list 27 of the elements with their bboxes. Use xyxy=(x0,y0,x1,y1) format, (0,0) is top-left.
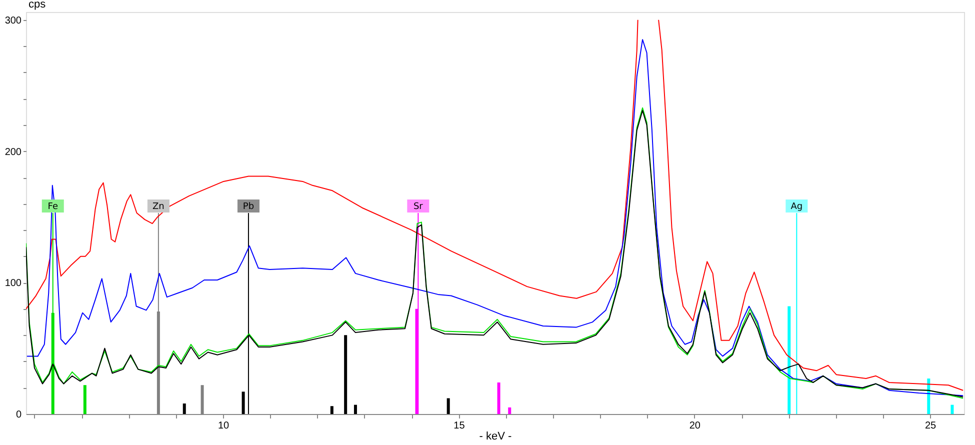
ref-line-label: Pb xyxy=(242,202,254,212)
bar xyxy=(344,335,348,414)
bar xyxy=(446,398,450,414)
x-tick-label: 10 xyxy=(218,420,230,432)
y-tick-label: 200 xyxy=(4,146,22,158)
x-tick-label: 25 xyxy=(925,420,937,432)
bar xyxy=(788,306,791,414)
x-axis-title: - keV - xyxy=(479,430,512,442)
bar xyxy=(354,404,357,414)
bar xyxy=(182,403,186,414)
y-axis-title: cps xyxy=(28,0,46,10)
y-tick-label: 100 xyxy=(4,278,22,290)
ref-line-label: Zn xyxy=(152,202,164,212)
bar xyxy=(927,378,930,414)
bar xyxy=(497,382,500,414)
bar xyxy=(83,385,86,414)
x-tick-label: 20 xyxy=(689,420,701,432)
bar xyxy=(242,392,245,414)
bar xyxy=(330,406,334,414)
ref-line-label: Sr xyxy=(413,202,424,212)
bar xyxy=(508,407,512,414)
ref-line-label: Fe xyxy=(48,202,58,212)
y-tick-label: 0 xyxy=(16,410,22,420)
y-tick-label: 300 xyxy=(4,15,22,26)
ref-line-label: Ag xyxy=(790,202,803,212)
x-tick-label: 15 xyxy=(454,420,466,432)
bar xyxy=(950,404,954,414)
